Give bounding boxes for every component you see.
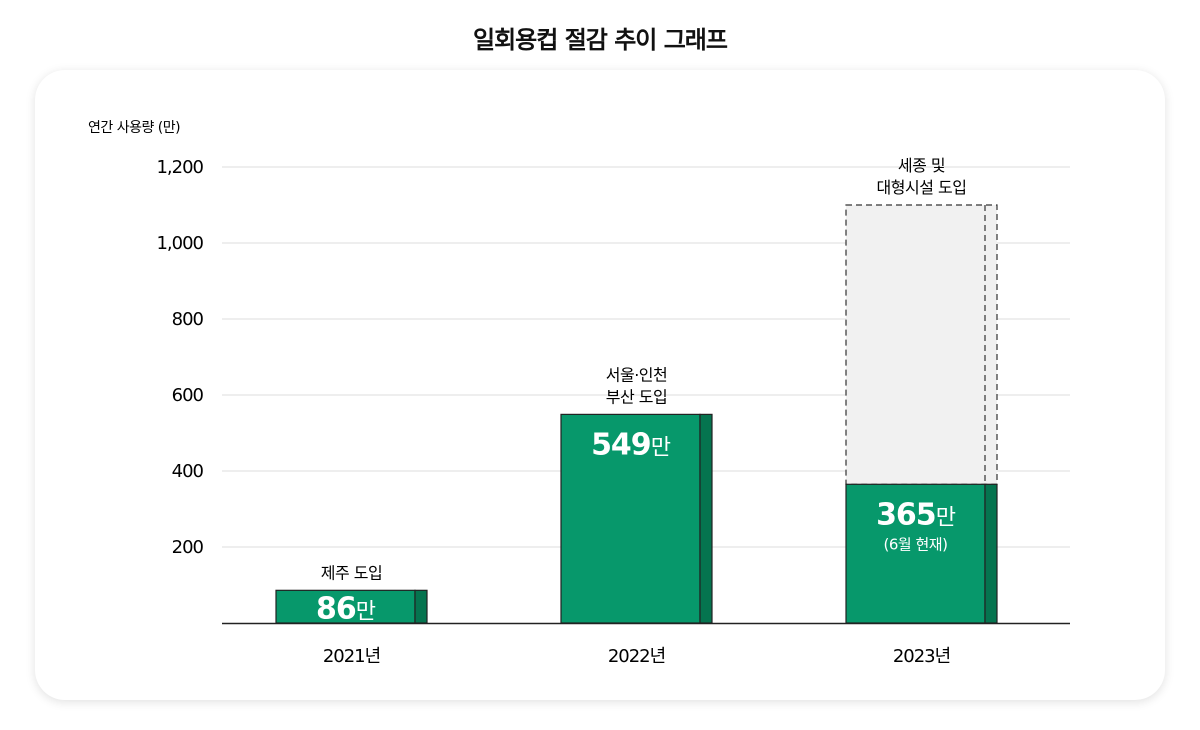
y-tick-label: 800 [172, 309, 204, 330]
x-tick-label: 2022년 [608, 646, 665, 667]
bar-annotation: 대형시설 도입 [877, 178, 967, 197]
y-tick-label: 400 [172, 461, 204, 482]
bar-annotation: 부산 도입 [606, 387, 667, 406]
y-tick-label: 200 [172, 537, 204, 558]
bar-annotation: 세종 및 [898, 156, 945, 175]
bar-annotation: 서울·인천 [606, 365, 667, 384]
data-label: 365만 [876, 497, 956, 532]
bar-side [984, 483, 998, 624]
data-label: 549만 [591, 427, 671, 462]
y-tick-label: 600 [172, 385, 204, 406]
data-note: (6월 현재) [884, 535, 948, 553]
x-tick-label: 2023년 [893, 646, 950, 667]
chart-title: 일회용컵 절감 추이 그래프 [473, 26, 728, 54]
bar [845, 483, 986, 624]
bar [275, 589, 416, 624]
bar-side [699, 413, 713, 624]
x-tick-label: 2021년 [323, 646, 380, 667]
bar-side [414, 589, 428, 624]
y-axis-title: 연간 사용량 (만) [88, 120, 180, 136]
y-tick-label: 1,000 [156, 233, 203, 254]
bar-annotation: 제주 도입 [321, 563, 382, 582]
projection-bar [845, 204, 998, 485]
y-tick-label: 1,200 [156, 157, 203, 178]
data-label: 86만 [316, 591, 376, 626]
